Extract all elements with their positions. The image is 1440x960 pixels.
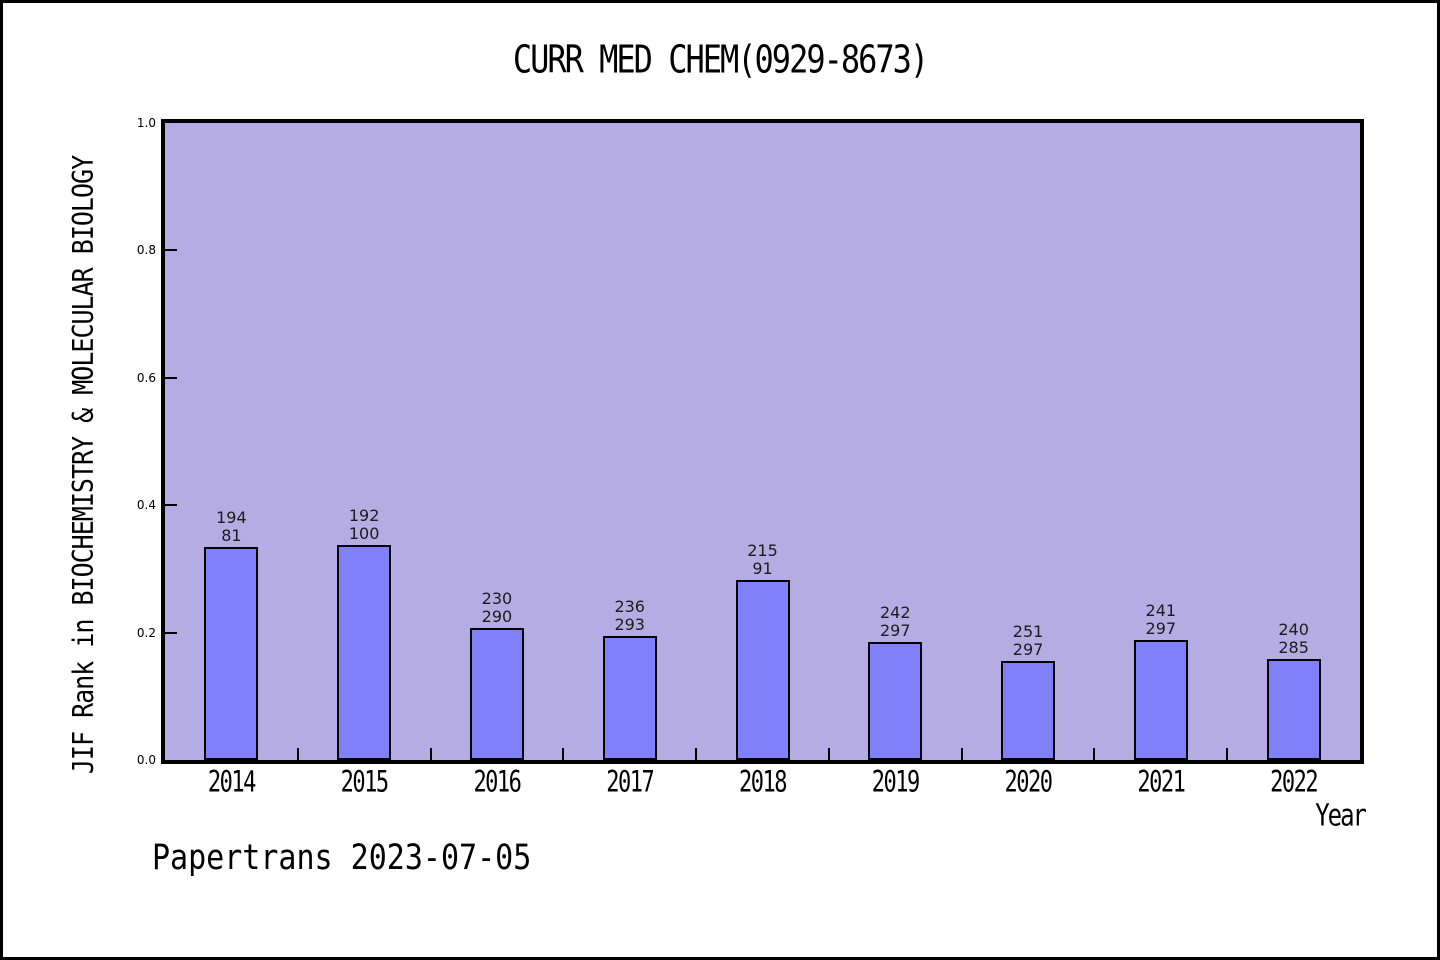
bar-value-line: 215	[747, 541, 778, 560]
bar-value-line: 251	[1012, 622, 1044, 641]
bar-2015	[337, 545, 392, 760]
bar-value-label-2016: 230 290	[437, 590, 557, 626]
x-tick-label-2022: 2022	[1270, 765, 1318, 800]
bar-value-line: 290	[481, 607, 513, 626]
x-axis-tick	[695, 748, 698, 760]
x-axis-tick	[296, 748, 299, 760]
bar-value-line: 100	[348, 524, 380, 543]
bar-value-line: 81	[221, 526, 242, 545]
y-tick-label-1.0: 1.0	[136, 116, 156, 130]
bar-2014	[204, 547, 259, 760]
bar-value-line: 242	[879, 603, 911, 622]
x-tick-label-2017: 2017	[606, 765, 654, 800]
y-axis-tick	[165, 249, 177, 252]
x-tick-label-2019: 2019	[871, 765, 920, 800]
x-axis-tick	[562, 748, 565, 760]
x-tick-label-2014: 2014	[207, 765, 256, 800]
x-axis-tick	[827, 748, 830, 760]
bar-value-label-2014: 194 81	[171, 509, 291, 545]
bar-2019	[868, 642, 923, 760]
bar-value-label-2021: 241 297	[1101, 602, 1221, 638]
bar-value-line: 236	[614, 597, 645, 616]
x-axis-tick	[960, 748, 963, 760]
bar-value-line: 297	[879, 621, 911, 640]
y-axis-tick	[165, 376, 177, 379]
y-tick-label-0.4: 0.4	[136, 498, 156, 513]
bar-value-line: 192	[348, 506, 380, 525]
bar-value-line: 297	[1012, 640, 1044, 659]
bar-value-line: 194	[216, 508, 247, 527]
bar-2020	[1001, 661, 1056, 760]
x-tick-label-2021: 2021	[1137, 765, 1185, 800]
bar-value-line: 91	[752, 559, 773, 578]
bar-value-line: 285	[1278, 638, 1309, 657]
bar-value-line: 240	[1278, 620, 1309, 639]
x-axis-title: Year	[1315, 797, 1367, 833]
y-tick-label-0.8: 0.8	[136, 243, 156, 258]
bar-2018	[735, 580, 790, 760]
bar-2016	[469, 628, 524, 760]
bar-value-label-2017: 236 293	[570, 598, 690, 634]
bar-value-line: 293	[614, 615, 645, 634]
y-axis-label: JIF Rank in BIOCHEMISTRY & MOLECULAR BIO…	[66, 155, 100, 775]
y-tick-label-0.6: 0.6	[136, 370, 156, 385]
bar-value-line: 297	[1145, 619, 1177, 638]
bar-2022	[1266, 659, 1321, 760]
x-axis-tick	[429, 748, 432, 760]
plot-area: 194 81 192 100 230 290 236 293 215 91 242 297 251 297…	[161, 119, 1364, 764]
x-axis-tick	[1093, 748, 1096, 760]
y-tick-label-0.2: 0.2	[136, 625, 156, 640]
bar-value-label-2018: 215 91	[703, 542, 823, 578]
bar-value-line: 230	[481, 589, 513, 608]
bar-value-label-2019: 242 297	[835, 604, 955, 640]
plot-inner: 194 81 192 100 230 290 236 293 215 91 242 297 251 297…	[165, 123, 1360, 760]
bar-value-label-2015: 192 100	[304, 507, 424, 543]
bar-2021	[1133, 640, 1188, 760]
x-axis-tick	[1226, 748, 1229, 760]
x-tick-label-2016: 2016	[473, 765, 521, 800]
x-tick-label-2020: 2020	[1004, 765, 1053, 800]
bar-value-line: 241	[1145, 601, 1177, 620]
watermark-text: Papertrans 2023-07-05	[152, 837, 532, 878]
chart-title: CURR MED CHEM(0929-8673)	[512, 36, 929, 83]
x-tick-label-2015: 2015	[340, 765, 389, 800]
x-tick-label-2018: 2018	[739, 765, 787, 800]
y-tick-label-0.0: 0.0	[136, 753, 156, 767]
y-axis-tick	[165, 631, 177, 634]
y-axis-tick	[165, 504, 177, 507]
bar-2017	[602, 636, 657, 760]
bar-value-label-2020: 251 297	[968, 623, 1088, 659]
bar-value-label-2022: 240 285	[1234, 621, 1354, 657]
